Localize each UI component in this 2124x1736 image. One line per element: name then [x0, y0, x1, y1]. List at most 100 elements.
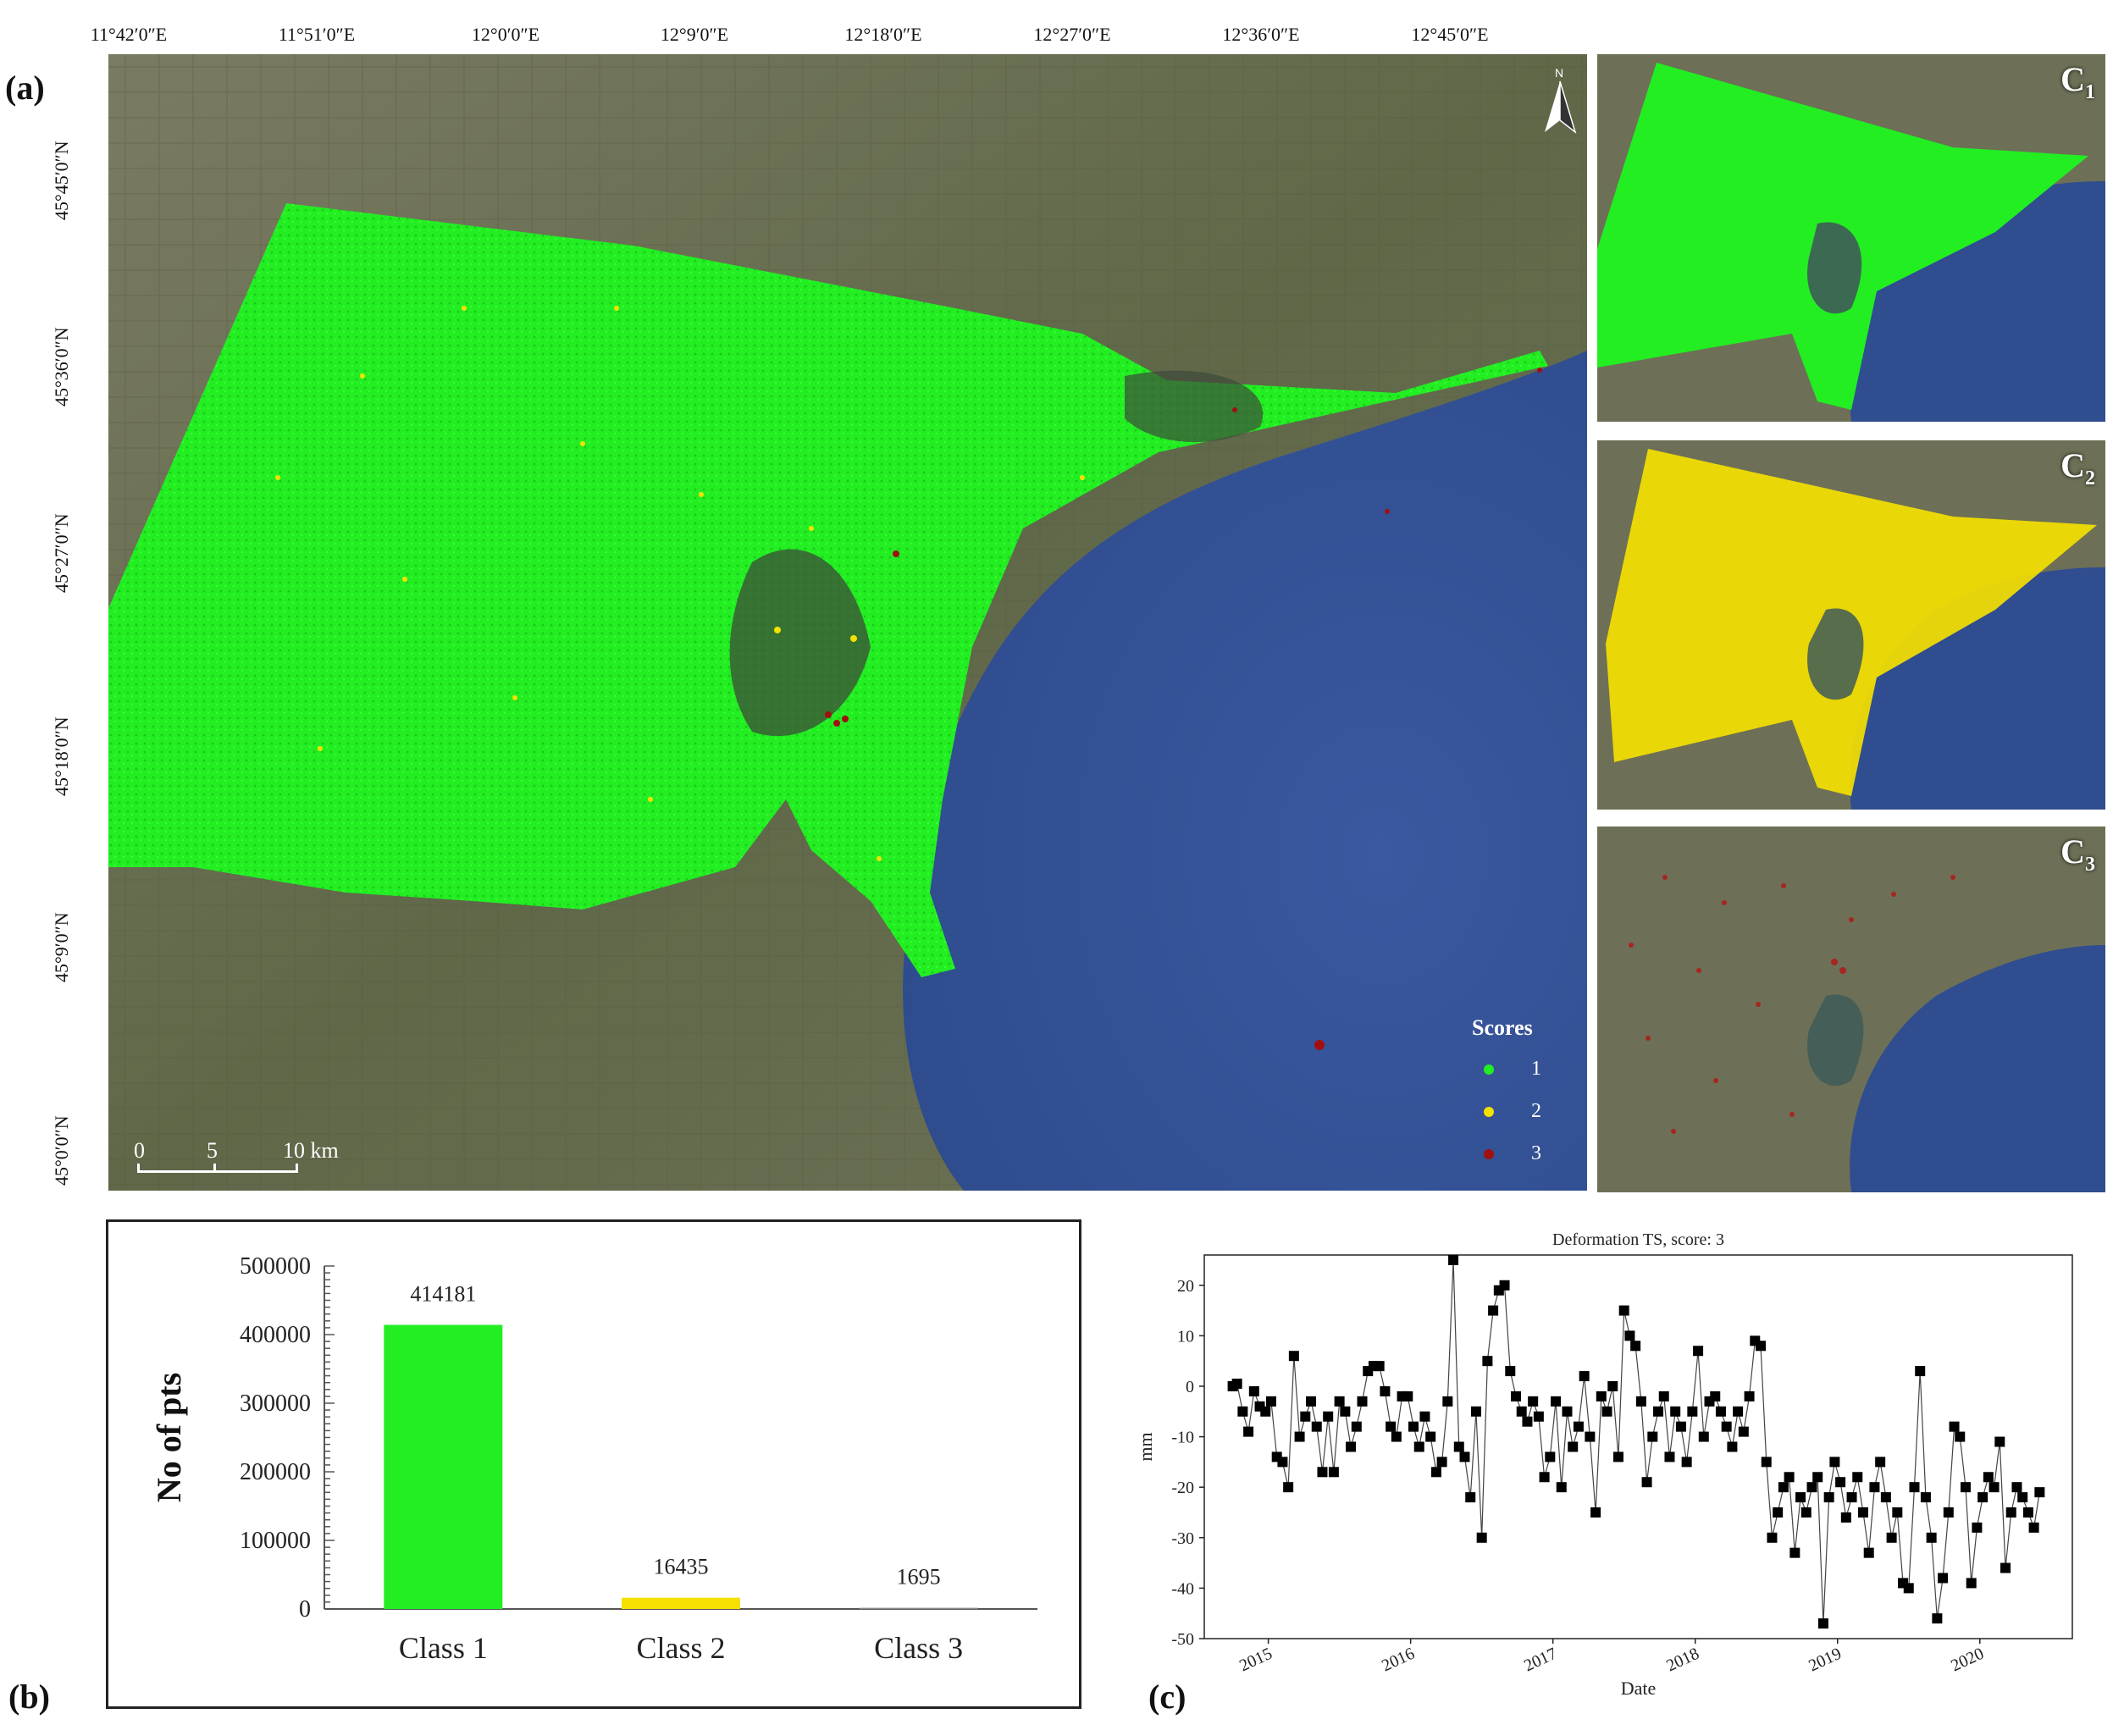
y-tick-label: -10 [1171, 1429, 1194, 1447]
data-point [1675, 1421, 1686, 1432]
lat-tick: 45°45′0″N [51, 141, 72, 220]
data-point [1727, 1441, 1738, 1452]
lat-tick: 45°0′0″N [51, 1115, 72, 1186]
data-point [1733, 1406, 1744, 1417]
data-point [1938, 1573, 1949, 1584]
data-point [1641, 1477, 1652, 1488]
data-point [1545, 1451, 1556, 1462]
data-point [1756, 1341, 1767, 1352]
data-point [1499, 1280, 1510, 1291]
y-tick-label: -40 [1171, 1579, 1194, 1598]
data-point [1522, 1416, 1533, 1427]
data-point [1738, 1426, 1749, 1437]
legend-item: 1 [1484, 1058, 1541, 1081]
data-point [1528, 1396, 1539, 1407]
data-point [1408, 1421, 1419, 1432]
panel-b-frame [106, 1219, 1081, 1709]
data-point [1413, 1441, 1424, 1452]
data-point [1237, 1406, 1248, 1417]
bar-data-label: 16435 [654, 1555, 709, 1579]
north-label: N [1555, 66, 1564, 80]
data-point [1846, 1492, 1857, 1503]
inset-map-c2: C2 [1597, 440, 2105, 810]
data-point [1357, 1396, 1368, 1407]
data-point [2000, 1562, 2011, 1573]
data-point [1380, 1385, 1391, 1396]
data-point [1612, 1451, 1623, 1462]
data-point [1932, 1613, 1943, 1624]
data-point [1960, 1482, 1971, 1493]
legend-label: 2 [1531, 1100, 1541, 1122]
y-tick-label: -30 [1171, 1529, 1194, 1548]
data-point [1430, 1467, 1441, 1478]
data-point [1863, 1547, 1874, 1558]
data-point [2028, 1522, 2039, 1533]
sea-area [903, 351, 1587, 1191]
y-tick-label: 300000 [240, 1390, 311, 1417]
y-tick-label: 0 [1186, 1378, 1194, 1396]
inset-label-sub: 3 [2085, 854, 2095, 876]
inset-label-c3: C3 [2060, 832, 2095, 876]
plot-frame [1203, 1254, 2073, 1639]
data-point [2005, 1507, 2016, 1518]
data-point [1949, 1421, 1960, 1432]
bar-data-label: 414181 [410, 1282, 476, 1307]
legend-swatch [1484, 1064, 1494, 1075]
data-point [1715, 1406, 1726, 1417]
data-point [1391, 1431, 1402, 1442]
data-point [1551, 1396, 1562, 1407]
data-point [1635, 1396, 1646, 1407]
bar-chart: 0 100000 200000 300000 400000 500000 No of pts… [150, 1253, 1037, 1665]
y-tick-label: 500000 [240, 1253, 311, 1280]
inset-c2-svg [1597, 440, 2105, 810]
data-point [1795, 1492, 1806, 1503]
data-point [2022, 1507, 2033, 1518]
y-tick-label: 20 [1177, 1277, 1194, 1296]
data-point [1442, 1396, 1453, 1407]
main-map-svg [108, 54, 1587, 1191]
line-chart: Deformation TS, score: 3 20 10 0 -10 -20 -30 -4… [1135, 1230, 2073, 1699]
x-category-label: Class 1 [399, 1631, 488, 1665]
inset-map-c3: C3 [1597, 827, 2105, 1192]
lat-tick: 45°27′0″N [51, 513, 72, 593]
legend-swatch [1484, 1149, 1494, 1159]
lon-tick: 12°0′0″E [471, 24, 540, 45]
data-point [1698, 1431, 1709, 1442]
inset-label-sub: 1 [2085, 81, 2095, 103]
north-arrow: N [1540, 66, 1580, 137]
lon-tick: 11°42′0″E [90, 24, 168, 45]
line-chart-axes: Deformation TS, score: 3 20 10 0 -10 -20 -30 -4… [1135, 1230, 2073, 1699]
data-point [1568, 1441, 1579, 1452]
data-point [1784, 1472, 1795, 1483]
data-point [1806, 1482, 1817, 1493]
data-point [1470, 1406, 1481, 1417]
data-point [1265, 1396, 1276, 1407]
y-tick-label: 10 [1177, 1327, 1194, 1346]
y-tick-label: -50 [1171, 1630, 1194, 1649]
data-point [1869, 1482, 1880, 1493]
data-point [1886, 1532, 1897, 1543]
inset-c1-svg [1597, 54, 2105, 422]
data-point [1670, 1406, 1681, 1417]
bar-data-label: 1695 [897, 1565, 941, 1589]
line-chart-marks [1227, 1254, 2045, 1629]
data-point [1920, 1492, 1931, 1503]
data-point [1817, 1618, 1828, 1629]
data-point [1459, 1451, 1470, 1462]
data-point [2011, 1482, 2022, 1493]
data-point [1915, 1366, 1926, 1377]
x-tick-label: 2018 [1663, 1645, 1702, 1676]
data-point [1294, 1431, 1305, 1442]
data-point [1773, 1507, 1784, 1518]
x-axis-title: Date [1621, 1678, 1657, 1699]
y-tick-label: 0 [299, 1596, 311, 1623]
panel-label-c: (c) [1148, 1678, 1186, 1716]
data-point [1288, 1351, 1299, 1362]
data-point [1607, 1380, 1618, 1391]
data-point [1231, 1378, 1242, 1389]
data-point [1789, 1547, 1800, 1558]
data-point [1687, 1406, 1698, 1417]
legend-item: 3 [1484, 1142, 1541, 1165]
inset-label-text: C [2060, 60, 2085, 98]
bar-3 [859, 1607, 978, 1610]
